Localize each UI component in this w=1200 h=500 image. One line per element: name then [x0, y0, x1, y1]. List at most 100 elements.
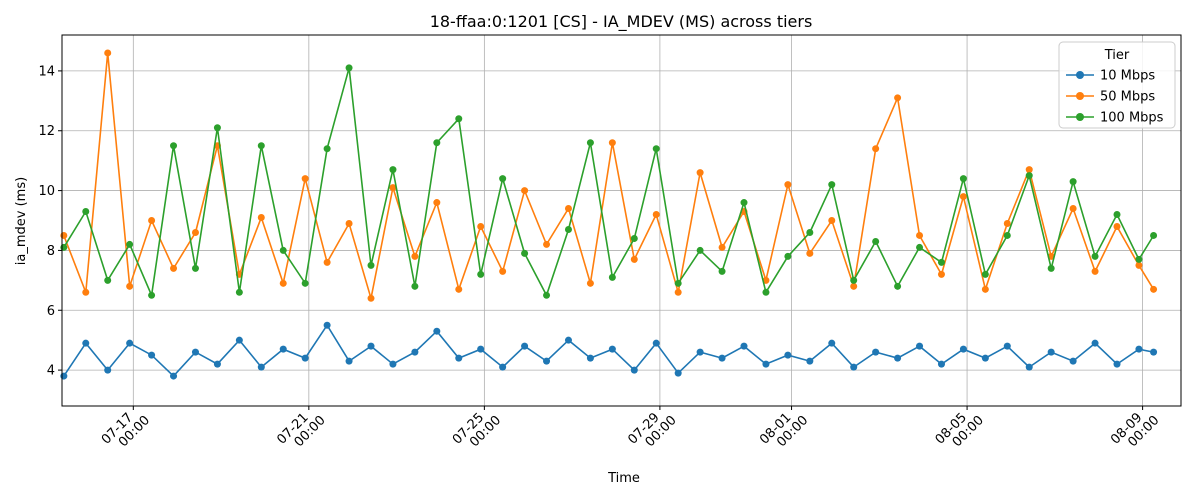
y-tick-label: 4	[47, 364, 55, 379]
data-point-50-mbps	[872, 145, 880, 153]
data-point-100-mbps	[916, 243, 924, 251]
data-point-10-mbps	[806, 357, 814, 365]
data-point-50-mbps	[652, 211, 660, 219]
data-point-10-mbps	[916, 342, 924, 350]
legend: Tier 10 Mbps 50 Mbps 100 Mbps	[1058, 41, 1176, 129]
legend-item-100-mbps: 100 Mbps	[1066, 111, 1164, 126]
data-point-50-mbps	[1150, 285, 1158, 293]
series-50-mbps	[60, 49, 1158, 302]
legend-item-10-mbps: 10 Mbps	[1066, 69, 1155, 84]
data-point-10-mbps	[60, 372, 68, 380]
data-point-100-mbps	[674, 279, 682, 287]
data-point-100-mbps	[1150, 231, 1158, 239]
data-point-100-mbps	[323, 145, 331, 153]
data-point-50-mbps	[323, 258, 331, 266]
data-point-50-mbps	[170, 264, 178, 272]
data-point-10-mbps	[477, 345, 485, 353]
plot-frame	[61, 34, 1182, 407]
data-point-50-mbps	[126, 282, 134, 290]
legend-item-50-mbps: 50 Mbps	[1066, 90, 1155, 105]
data-point-50-mbps	[455, 285, 463, 293]
data-point-100-mbps	[213, 124, 221, 132]
data-point-10-mbps	[586, 354, 594, 362]
data-point-100-mbps	[806, 228, 814, 236]
data-point-100-mbps	[60, 243, 68, 251]
data-point-50-mbps	[279, 279, 287, 287]
data-point-10-mbps	[499, 363, 507, 371]
data-point-10-mbps	[652, 339, 660, 347]
data-point-10-mbps	[543, 357, 551, 365]
data-point-100-mbps	[389, 166, 397, 174]
data-point-10-mbps	[674, 369, 682, 377]
data-point-100-mbps	[937, 258, 945, 266]
data-point-50-mbps	[894, 94, 902, 102]
data-point-100-mbps	[981, 270, 989, 278]
data-point-100-mbps	[586, 139, 594, 147]
data-point-100-mbps	[828, 181, 836, 189]
data-point-50-mbps	[521, 187, 529, 195]
data-point-50-mbps	[191, 228, 199, 236]
data-point-10-mbps	[981, 354, 989, 362]
data-point-100-mbps	[279, 246, 287, 254]
y-axis-title: ia_mdev (ms)	[14, 177, 29, 265]
data-point-100-mbps	[170, 142, 178, 150]
data-point-50-mbps	[696, 169, 704, 177]
data-point-10-mbps	[521, 342, 529, 350]
data-point-10-mbps	[367, 342, 375, 350]
legend-swatch-marker	[1076, 113, 1084, 121]
data-point-10-mbps	[257, 363, 265, 371]
series-layer	[60, 49, 1158, 380]
y-tick-label: 8	[47, 244, 55, 259]
data-point-100-mbps	[521, 249, 529, 257]
data-point-50-mbps	[850, 282, 858, 290]
data-point-50-mbps	[1025, 166, 1033, 174]
data-point-100-mbps	[696, 246, 704, 254]
legend-label: 100 Mbps	[1100, 111, 1164, 126]
data-point-10-mbps	[1135, 345, 1143, 353]
data-point-50-mbps	[389, 184, 397, 192]
data-point-10-mbps	[1113, 360, 1121, 368]
data-point-100-mbps	[104, 276, 112, 284]
data-point-100-mbps	[126, 240, 134, 248]
x-axis-title: Time	[607, 471, 640, 486]
y-axis: 4 6 8 10 12 14	[38, 64, 62, 379]
data-point-100-mbps	[499, 175, 507, 183]
data-point-100-mbps	[1047, 264, 1055, 272]
data-point-10-mbps	[718, 354, 726, 362]
data-point-10-mbps	[740, 342, 748, 350]
legend-title: Tier	[1104, 48, 1130, 63]
data-point-50-mbps	[718, 243, 726, 251]
data-point-10-mbps	[1069, 357, 1077, 365]
data-point-10-mbps	[235, 336, 243, 344]
data-point-50-mbps	[784, 181, 792, 189]
data-point-50-mbps	[1135, 261, 1143, 269]
series-line-10-mbps	[63, 323, 1154, 378]
data-point-100-mbps	[1091, 252, 1099, 260]
data-point-10-mbps	[872, 348, 880, 356]
data-point-50-mbps	[586, 279, 594, 287]
data-point-10-mbps	[126, 339, 134, 347]
data-point-10-mbps	[433, 327, 441, 335]
data-point-50-mbps	[1113, 222, 1121, 230]
chart-title: 18-ffaa:0:1201 [CS] - IA_MDEV (MS) acros…	[430, 12, 813, 32]
legend-label: 50 Mbps	[1100, 90, 1155, 105]
data-point-100-mbps	[433, 139, 441, 147]
data-point-100-mbps	[564, 225, 572, 233]
data-point-50-mbps	[301, 175, 309, 183]
data-point-50-mbps	[981, 285, 989, 293]
data-point-50-mbps	[543, 240, 551, 248]
data-point-50-mbps	[477, 222, 485, 230]
data-point-100-mbps	[1069, 178, 1077, 186]
data-point-50-mbps	[806, 249, 814, 257]
data-point-50-mbps	[148, 217, 156, 224]
data-point-10-mbps	[784, 351, 792, 359]
data-point-100-mbps	[148, 291, 156, 299]
data-point-10-mbps	[191, 348, 199, 356]
data-point-10-mbps	[1047, 348, 1055, 356]
data-point-100-mbps	[740, 199, 748, 207]
data-point-10-mbps	[959, 345, 967, 353]
data-point-10-mbps	[104, 366, 112, 374]
